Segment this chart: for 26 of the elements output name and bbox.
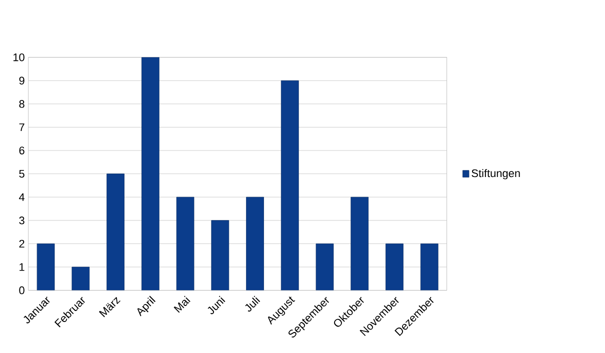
bar: [316, 244, 334, 290]
bar: [246, 197, 264, 290]
y-tick-label: 6: [19, 146, 24, 155]
legend-label: Stiftungen: [472, 169, 520, 180]
y-tick-label: 5: [19, 170, 24, 178]
bar: [350, 197, 369, 290]
y-tick-label: 3: [19, 216, 24, 224]
bar: [176, 197, 194, 290]
bar: [36, 244, 55, 290]
y-tick-label: 7: [19, 124, 24, 132]
bar: [211, 220, 230, 290]
bar: [420, 244, 438, 290]
bar: [72, 266, 90, 290]
y-tick-label: 10: [13, 54, 24, 62]
bar: [386, 244, 404, 290]
y-tick-label: 2: [19, 240, 24, 248]
x-tick-label: Juli: [245, 296, 260, 312]
bar: [141, 57, 160, 290]
bar: [280, 80, 299, 290]
y-tick-label: 1: [20, 263, 24, 271]
y-tick-label: 9: [19, 76, 24, 85]
x-tick-label: Mai: [174, 296, 190, 313]
y-tick-label: 8: [19, 100, 24, 108]
y-tick-label: 0: [19, 286, 24, 294]
y-tick-label: 4: [18, 194, 25, 202]
bar: [106, 174, 124, 290]
